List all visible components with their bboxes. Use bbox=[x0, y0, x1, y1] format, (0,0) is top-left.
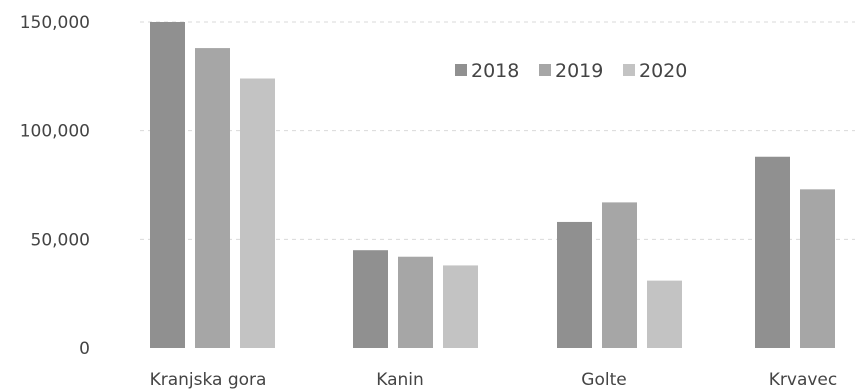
x-category-label: Kanin bbox=[376, 370, 424, 390]
bar-2019-krvavec bbox=[800, 189, 835, 348]
bar-2018-kranjska-gora bbox=[150, 22, 185, 348]
x-category-label: Golte bbox=[581, 370, 626, 390]
legend-label-2020: 2020 bbox=[639, 60, 687, 82]
bar-2020-kranjska-gora bbox=[240, 78, 275, 349]
bars bbox=[150, 22, 835, 349]
y-tick-label: 150,000 bbox=[20, 13, 90, 33]
bar-2018-golte bbox=[557, 221, 592, 348]
y-tick-label: 50,000 bbox=[31, 230, 90, 250]
y-tick-label: 0 bbox=[79, 339, 90, 359]
legend-swatch-2018 bbox=[455, 64, 467, 76]
bar-2019-kanin bbox=[398, 256, 433, 348]
x-category-label: Kranjska gora bbox=[150, 370, 267, 390]
legend-swatch-2020 bbox=[623, 64, 635, 76]
legend-swatch-2019 bbox=[539, 64, 551, 76]
bar-2018-kanin bbox=[353, 250, 388, 348]
x-category-label: Krvavec bbox=[769, 370, 837, 390]
legend-label-2018: 2018 bbox=[471, 60, 519, 82]
bar-2020-kanin bbox=[443, 265, 478, 348]
bar-2018-krvavec bbox=[755, 156, 790, 348]
x-axis-categories: Kranjska gora Kanin Golte Krvavec bbox=[150, 370, 838, 390]
bar-2020-golte bbox=[647, 280, 682, 348]
legend: 2018 2019 2020 bbox=[455, 60, 687, 82]
y-axis-ticks: 0 50,000 100,000 150,000 bbox=[20, 13, 90, 359]
bar-2019-kranjska-gora bbox=[195, 48, 230, 349]
legend-label-2019: 2019 bbox=[555, 60, 603, 82]
y-tick-label: 100,000 bbox=[20, 122, 90, 142]
bar-2019-golte bbox=[602, 202, 637, 348]
gridlines bbox=[140, 21, 855, 240]
